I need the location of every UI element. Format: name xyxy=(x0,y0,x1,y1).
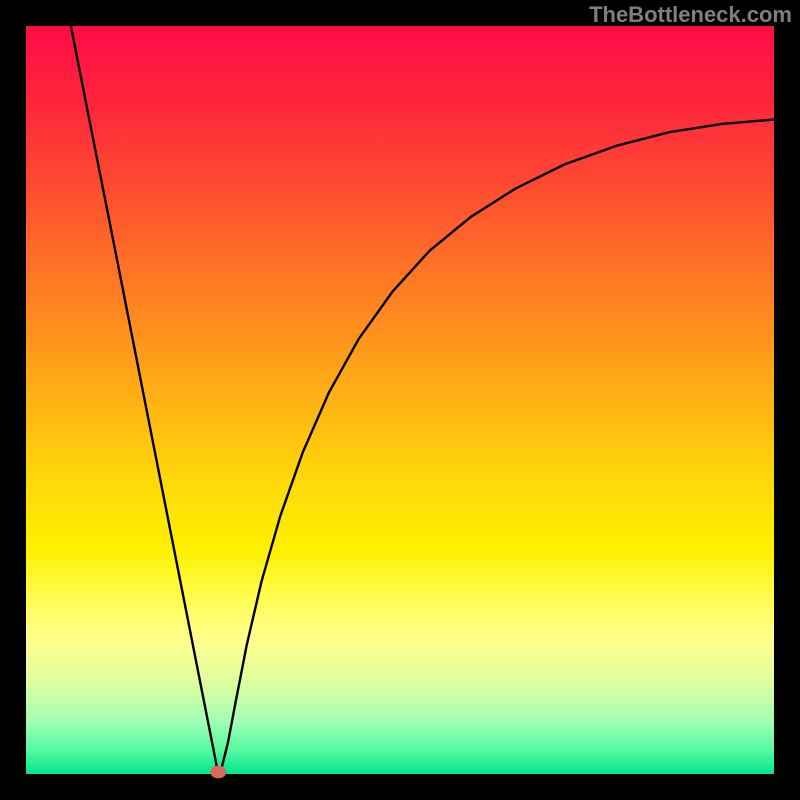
plot-background-gradient xyxy=(26,26,774,774)
minimum-marker xyxy=(210,766,226,779)
attribution-text: TheBottleneck.com xyxy=(589,2,792,28)
bottleneck-chart xyxy=(0,0,800,800)
figure-container: TheBottleneck.com xyxy=(0,0,800,800)
